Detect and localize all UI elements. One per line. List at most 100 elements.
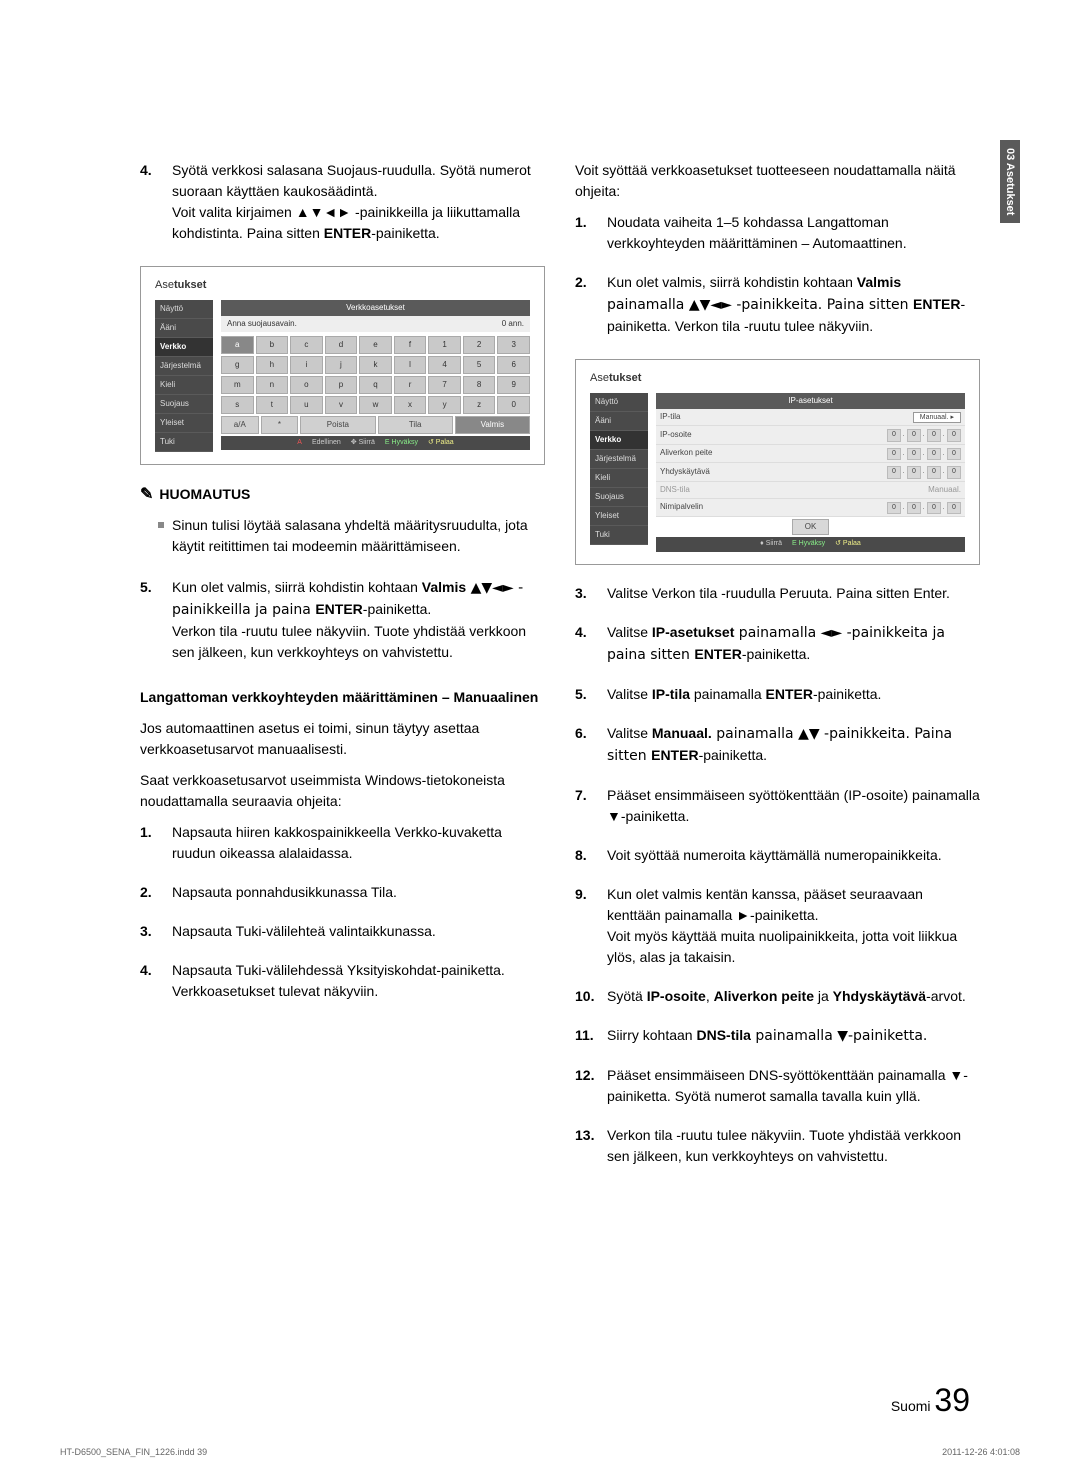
manual-heading: Langattoman verkkoyhteyden määrittäminen…	[140, 687, 545, 708]
kb-key[interactable]: d	[325, 336, 358, 354]
kb-action[interactable]: Poista	[300, 416, 375, 434]
step-text: -painiketta.	[371, 225, 439, 241]
ip-row: Aliverkon peite0 . 0 . 0 . 0	[656, 444, 965, 463]
kb-key[interactable]: x	[394, 396, 427, 414]
kb-key[interactable]: w	[359, 396, 392, 414]
ok-button-row: OK	[656, 519, 965, 535]
kb-action[interactable]: Valmis	[455, 416, 530, 434]
shot-sidebar-item[interactable]: Järjestelmä	[155, 357, 213, 376]
footer-left: HT-D6500_SENA_FIN_1226.indd 39	[60, 1447, 207, 1457]
kb-key[interactable]: a	[221, 336, 254, 354]
kb-key[interactable]: 9	[497, 376, 530, 394]
kb-key[interactable]: o	[290, 376, 323, 394]
shot-title: Asetukset	[590, 370, 965, 387]
kb-key[interactable]: v	[325, 396, 358, 414]
note-heading: ✎ HUOMAUTUS	[140, 483, 545, 507]
ip-value[interactable]: Manuaal. ▸	[786, 409, 965, 426]
shot-sidebar-item[interactable]: Näyttö	[155, 300, 213, 319]
shot-sidebar-item[interactable]: Järjestelmä	[590, 450, 648, 469]
shot-sidebar-item[interactable]: Verkko	[590, 431, 648, 450]
shot-sidebar-item[interactable]: Kieli	[590, 469, 648, 488]
kb-key[interactable]: k	[359, 356, 392, 374]
kb-key[interactable]: j	[325, 356, 358, 374]
kb-key[interactable]: p	[325, 376, 358, 394]
shot-sidebar-item[interactable]: Näyttö	[590, 393, 648, 412]
ok-button[interactable]: OK	[792, 519, 830, 535]
kb-key[interactable]: 3	[497, 336, 530, 354]
rstep-10: 10.Syötä IP-osoite, Aliverkon peite ja Y…	[575, 986, 980, 1017]
step-text: Napsauta hiiren kakkospainikkeella Verkk…	[172, 822, 545, 864]
windows-step: 1.Napsauta hiiren kakkospainikkeella Ver…	[140, 822, 545, 874]
shot-sidebar-item[interactable]: Kieli	[155, 376, 213, 395]
kb-action[interactable]: a/A	[221, 416, 259, 434]
kb-key[interactable]: z	[463, 396, 496, 414]
shot-sidebar-item[interactable]: Ääni	[155, 319, 213, 338]
shot-sidebar-item[interactable]: Ääni	[590, 412, 648, 431]
shot-sidebar-item[interactable]: Tuki	[155, 433, 213, 452]
kb-key[interactable]: f	[394, 336, 427, 354]
ip-label: IP-tila	[656, 409, 786, 426]
step-text: Napsauta ponnahdusikkunassa Tila.	[172, 882, 545, 903]
kb-key[interactable]: 8	[463, 376, 496, 394]
ip-row: IP-osoite0 . 0 . 0 . 0	[656, 426, 965, 445]
rstep-5: 5.Valitse IP-tila painamalla ENTER-paini…	[575, 684, 980, 715]
step-num: 4.	[140, 960, 162, 1012]
ip-value[interactable]: 0 . 0 . 0 . 0	[786, 463, 965, 482]
shot-header: IP-asetukset	[656, 393, 965, 409]
kb-key[interactable]: s	[221, 396, 254, 414]
kb-key[interactable]: b	[256, 336, 289, 354]
step-num: 1.	[140, 822, 162, 874]
hint-item: ✥ Siirrä	[351, 438, 375, 449]
kb-key[interactable]: 7	[428, 376, 461, 394]
shot-header: Verkkoasetukset	[221, 300, 530, 316]
rstep-12: 12.Pääset ensimmäiseen DNS-syöttökenttää…	[575, 1065, 980, 1117]
kb-key[interactable]: h	[256, 356, 289, 374]
kb-action[interactable]: Tila	[378, 416, 453, 434]
shot-sidebar-item[interactable]: Tuki	[590, 526, 648, 545]
kb-key[interactable]: i	[290, 356, 323, 374]
kb-key[interactable]: u	[290, 396, 323, 414]
kb-action[interactable]: *	[261, 416, 299, 434]
windows-step: 2.Napsauta ponnahdusikkunassa Tila.	[140, 882, 545, 913]
shot-sidebar-item[interactable]: Yleiset	[155, 414, 213, 433]
kb-key[interactable]: n	[256, 376, 289, 394]
page-number: Suomi 39	[891, 1382, 970, 1419]
shot-sidebar-item[interactable]: Yleiset	[590, 507, 648, 526]
ip-value[interactable]: 0 . 0 . 0 . 0	[786, 426, 965, 445]
kb-key[interactable]: 1	[428, 336, 461, 354]
kb-key[interactable]: m	[221, 376, 254, 394]
bullet-icon	[158, 522, 164, 528]
kb-key[interactable]: 4	[428, 356, 461, 374]
step-num: 5.	[140, 577, 162, 673]
kb-key[interactable]: 6	[497, 356, 530, 374]
keyboard-actions: a/A*PoistaTilaValmis	[221, 416, 530, 434]
ip-row: Yhdyskäytävä0 . 0 . 0 . 0	[656, 463, 965, 482]
rstep-6: 6.Valitse Manuaal. painamalla ▲▼ -painik…	[575, 723, 980, 777]
left-column: 4. Syötä verkkosi salasana Suojaus-ruudu…	[140, 160, 545, 1185]
ip-row: Nimipalvelin0 . 0 . 0 . 0	[656, 498, 965, 517]
screenshot-keyboard: Asetukset NäyttöÄäniVerkkoJärjestelmäKie…	[140, 266, 545, 465]
kb-key[interactable]: l	[394, 356, 427, 374]
kb-key[interactable]: g	[221, 356, 254, 374]
kb-key[interactable]: c	[290, 336, 323, 354]
kb-key[interactable]: 0	[497, 396, 530, 414]
ip-value[interactable]: 0 . 0 . 0 . 0	[786, 498, 965, 517]
ip-value[interactable]: 0 . 0 . 0 . 0	[786, 444, 965, 463]
shot-sidebar-item[interactable]: Verkko	[155, 338, 213, 357]
kb-key[interactable]: t	[256, 396, 289, 414]
kb-key[interactable]: r	[394, 376, 427, 394]
kb-key[interactable]: 2	[463, 336, 496, 354]
ip-value[interactable]: Manuaal.	[786, 481, 965, 498]
hint-row: AEdellinen✥ SiirräE Hyväksy↺ Palaa	[221, 436, 530, 451]
kb-key[interactable]: q	[359, 376, 392, 394]
note-icon: ✎	[140, 483, 153, 507]
shot-sidebar-item[interactable]: Suojaus	[590, 488, 648, 507]
kb-key[interactable]: e	[359, 336, 392, 354]
hint-item: E Hyväksy	[792, 539, 825, 550]
enter-label: ENTER	[324, 225, 371, 241]
kb-key[interactable]: y	[428, 396, 461, 414]
shot-sidebar: NäyttöÄäniVerkkoJärjestelmäKieliSuojausY…	[590, 393, 648, 552]
shot-sidebar-item[interactable]: Suojaus	[155, 395, 213, 414]
kb-key[interactable]: 5	[463, 356, 496, 374]
ip-label: DNS-tila	[656, 481, 786, 498]
